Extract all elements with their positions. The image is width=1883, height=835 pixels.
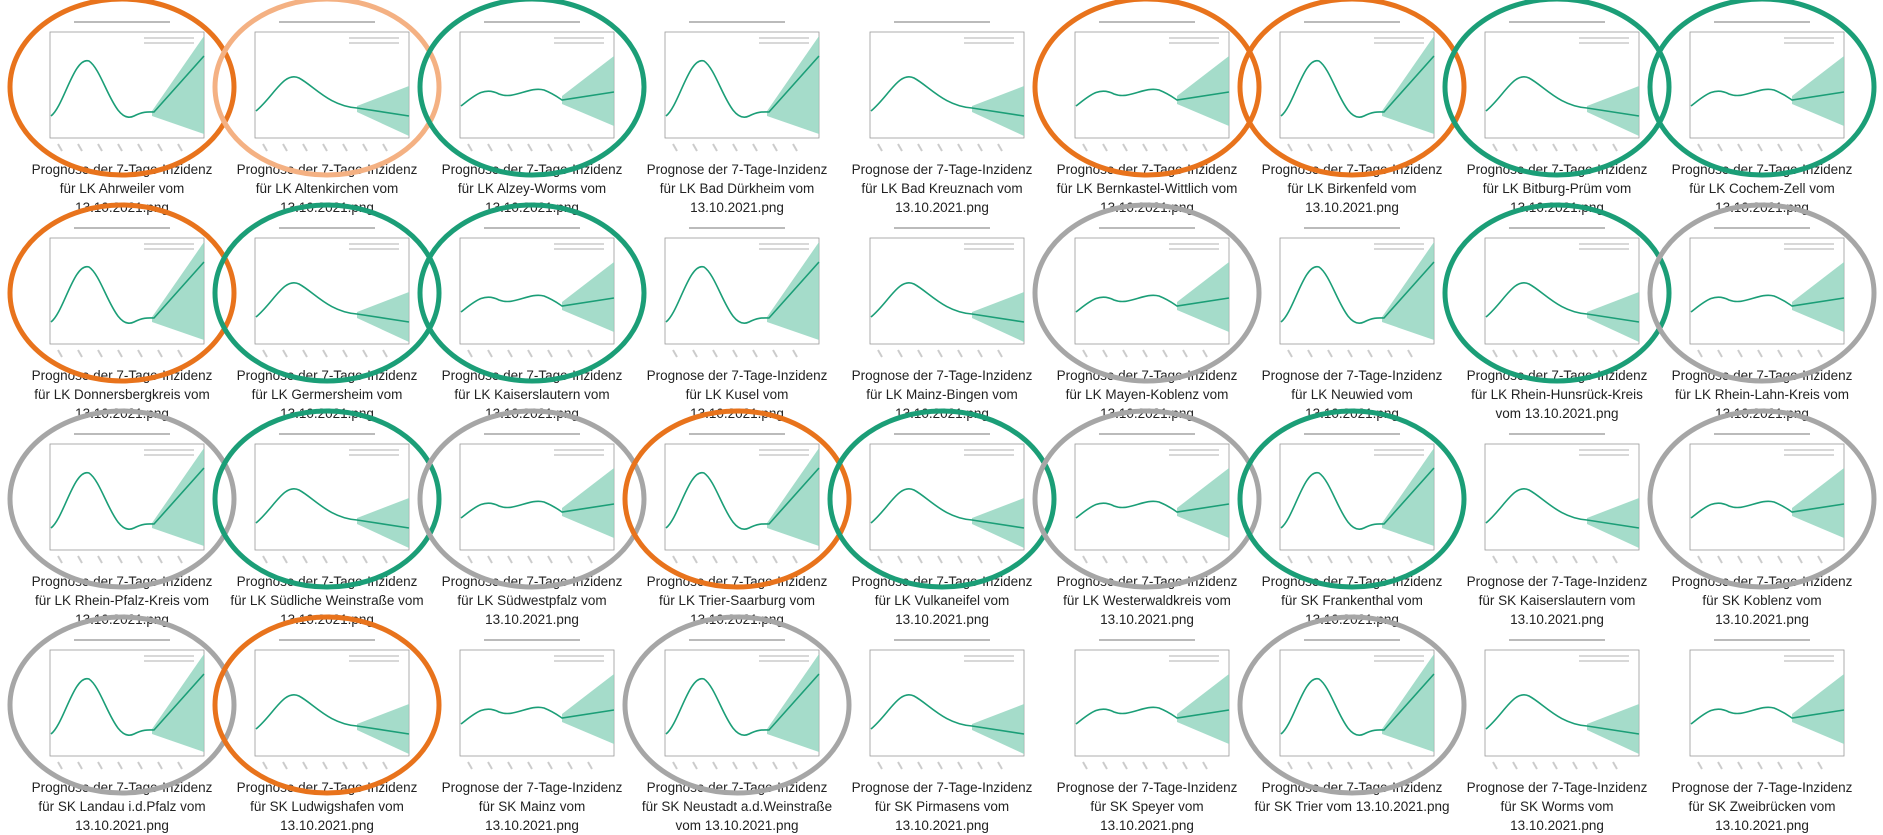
thumbnail-frame — [854, 428, 1030, 570]
thumbnail — [239, 16, 415, 158]
file-item[interactable]: Prognose der 7-Tage-Inzidenz für LK Rhei… — [1647, 202, 1877, 421]
thumbnail — [1059, 222, 1235, 364]
thumbnail — [1264, 634, 1440, 776]
file-item[interactable]: Prognose der 7-Tage-Inzidenz für LK Kais… — [417, 202, 647, 421]
file-item[interactable]: Prognose der 7-Tage-Inzidenz für LK Bad … — [635, 0, 839, 215]
thumbnail — [1674, 222, 1850, 364]
file-name: Prognose der 7-Tage-Inzidenz für SK Zwei… — [1671, 780, 1853, 833]
file-item[interactable]: Prognose der 7-Tage-Inzidenz für LK Ahrw… — [7, 0, 237, 215]
file-item[interactable]: Prognose der 7-Tage-Inzidenz für LK Germ… — [212, 202, 442, 421]
thumbnail — [1674, 428, 1850, 570]
thumbnail — [444, 428, 620, 570]
thumbnail-frame — [1469, 634, 1645, 776]
file-name: Prognose der 7-Tage-Inzidenz für SK Kais… — [1466, 574, 1648, 627]
thumbnail — [1059, 634, 1235, 776]
file-item[interactable]: Prognose der 7-Tage-Inzidenz für SK Main… — [430, 618, 634, 833]
file-name: Prognose der 7-Tage-Inzidenz für SK Ludw… — [236, 780, 418, 833]
thumbnail — [239, 428, 415, 570]
thumbnail-frame — [854, 16, 1030, 158]
file-item[interactable]: Prognose der 7-Tage-Inzidenz für LK Bad … — [840, 0, 1044, 215]
file-name: Prognose der 7-Tage-Inzidenz für SK Worm… — [1466, 780, 1648, 833]
file-item[interactable]: Prognose der 7-Tage-Inzidenz für LK Trie… — [622, 408, 852, 627]
file-item[interactable]: Prognose der 7-Tage-Inzidenz für LK Südw… — [417, 408, 647, 627]
file-name: Prognose der 7-Tage-Inzidenz für SK Land… — [31, 780, 213, 833]
file-item[interactable]: Prognose der 7-Tage-Inzidenz für SK Kobl… — [1647, 408, 1877, 627]
thumbnail-frame — [239, 634, 415, 776]
file-item[interactable]: Prognose der 7-Tage-Inzidenz für LK Vulk… — [827, 408, 1057, 627]
thumbnail — [854, 428, 1030, 570]
file-name: Prognose der 7-Tage-Inzidenz für SK Neus… — [641, 780, 833, 833]
thumbnail — [649, 16, 825, 158]
thumbnail — [1469, 428, 1645, 570]
thumbnail — [34, 634, 210, 776]
file-item[interactable]: Prognose der 7-Tage-Inzidenz für SK Land… — [7, 614, 237, 833]
thumbnail — [854, 222, 1030, 364]
file-item[interactable]: Prognose der 7-Tage-Inzidenz für LK Neuw… — [1250, 206, 1454, 421]
file-name: Prognose der 7-Tage-Inzidenz für LK Bad … — [646, 162, 828, 215]
thumbnail — [649, 428, 825, 570]
file-name: Prognose der 7-Tage-Inzidenz für SK Main… — [441, 780, 623, 833]
file-name: Prognose der 7-Tage-Inzidenz für SK Trie… — [1254, 780, 1450, 814]
thumbnail — [854, 16, 1030, 158]
thumbnail — [1674, 16, 1850, 158]
thumbnail-frame — [1469, 428, 1645, 570]
file-item[interactable]: Prognose der 7-Tage-Inzidenz für LK Coch… — [1647, 0, 1877, 215]
thumbnail — [239, 222, 415, 364]
file-name: Prognose der 7-Tage-Inzidenz für LK Bad … — [851, 162, 1033, 215]
thumbnail — [649, 222, 825, 364]
file-item[interactable]: Prognose der 7-Tage-Inzidenz für LK Maye… — [1032, 202, 1262, 421]
file-item[interactable]: Prognose der 7-Tage-Inzidenz für SK Fran… — [1237, 408, 1467, 627]
thumbnail-frame — [239, 428, 415, 570]
thumbnail — [34, 16, 210, 158]
file-item[interactable]: Prognose der 7-Tage-Inzidenz für LK Südl… — [212, 408, 442, 627]
thumbnail-frame — [854, 634, 1030, 776]
file-item[interactable]: Prognose der 7-Tage-Inzidenz für LK Rhei… — [1442, 202, 1672, 421]
thumbnail — [1469, 634, 1645, 776]
thumbnail — [444, 634, 620, 776]
thumbnail — [1059, 428, 1235, 570]
thumbnail — [1264, 222, 1440, 364]
file-item[interactable]: Prognose der 7-Tage-Inzidenz für SK Spey… — [1045, 618, 1249, 833]
thumbnail — [1264, 16, 1440, 158]
file-item[interactable]: Prognose der 7-Tage-Inzidenz für SK Worm… — [1455, 618, 1659, 833]
file-item[interactable]: Prognose der 7-Tage-Inzidenz für LK Birk… — [1237, 0, 1467, 215]
file-item[interactable]: Prognose der 7-Tage-Inzidenz für LK Alze… — [417, 0, 647, 215]
file-item[interactable]: Prognose der 7-Tage-Inzidenz für LK Main… — [840, 206, 1044, 421]
thumbnail — [239, 634, 415, 776]
thumbnail — [34, 428, 210, 570]
thumbnail — [444, 16, 620, 158]
file-item[interactable]: Prognose der 7-Tage-Inzidenz für LK Bern… — [1032, 0, 1262, 215]
thumbnail — [1469, 222, 1645, 364]
thumbnail-frame — [854, 222, 1030, 364]
file-name: Prognose der 7-Tage-Inzidenz für SK Spey… — [1056, 780, 1238, 833]
thumbnail — [854, 634, 1030, 776]
file-item[interactable]: Prognose der 7-Tage-Inzidenz für LK Donn… — [7, 202, 237, 421]
thumbnail — [34, 222, 210, 364]
thumbnail — [649, 634, 825, 776]
file-item[interactable]: Prognose der 7-Tage-Inzidenz für SK Zwei… — [1660, 618, 1864, 833]
file-item[interactable]: Prognose der 7-Tage-Inzidenz für SK Ludw… — [212, 614, 442, 833]
file-item[interactable]: Prognose der 7-Tage-Inzidenz für LK West… — [1032, 408, 1262, 627]
thumbnail — [1674, 634, 1850, 776]
file-item[interactable]: Prognose der 7-Tage-Inzidenz für SK Pirm… — [840, 618, 1044, 833]
thumbnail — [1059, 16, 1235, 158]
file-item[interactable]: Prognose der 7-Tage-Inzidenz für LK Alte… — [212, 0, 442, 215]
file-item[interactable]: Prognose der 7-Tage-Inzidenz für LK Rhei… — [7, 408, 237, 627]
thumbnail — [1469, 16, 1645, 158]
thumbnail — [444, 222, 620, 364]
file-item[interactable]: Prognose der 7-Tage-Inzidenz für LK Bitb… — [1442, 0, 1672, 215]
thumbnail-frame — [1469, 16, 1645, 158]
file-item[interactable]: Prognose der 7-Tage-Inzidenz für SK Trie… — [1237, 614, 1467, 824]
thumbnail — [1264, 428, 1440, 570]
file-item[interactable]: Prognose der 7-Tage-Inzidenz für LK Kuse… — [635, 206, 839, 421]
thumbnail-frame — [239, 16, 415, 158]
thumbnail-frame — [239, 222, 415, 364]
file-item[interactable]: Prognose der 7-Tage-Inzidenz für SK Kais… — [1455, 412, 1659, 627]
file-name: Prognose der 7-Tage-Inzidenz für SK Pirm… — [851, 780, 1033, 833]
thumbnail-frame — [1469, 222, 1645, 364]
file-item[interactable]: Prognose der 7-Tage-Inzidenz für SK Neus… — [622, 614, 852, 833]
